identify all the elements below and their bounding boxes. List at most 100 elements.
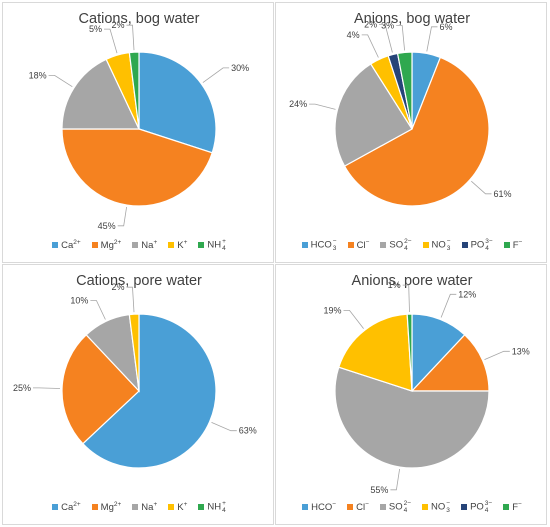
data-label: 12% — [458, 289, 476, 299]
legend-swatch — [302, 504, 309, 510]
legend-label: Ca2+ — [61, 238, 81, 251]
legend-swatch — [198, 504, 205, 510]
legend-swatch — [422, 504, 429, 510]
legend-swatch — [503, 242, 510, 248]
legend-swatch — [52, 242, 59, 248]
data-label: 1% — [388, 280, 401, 290]
pie-slice-nh — [128, 51, 140, 130]
leader-line — [202, 67, 230, 83]
legend-label: NH +4 — [207, 500, 226, 514]
data-label: 10% — [70, 296, 88, 306]
legend-item: NH +4 — [198, 500, 226, 514]
legend-swatch — [461, 242, 468, 248]
data-label: 5% — [89, 24, 102, 34]
pie-chart: Cations, pore water 63% 25% 10% 2% — [13, 273, 257, 469]
legend-item: F− — [503, 238, 523, 252]
pie-slice-no — [338, 313, 413, 392]
legend-item: Mg2+ — [91, 500, 122, 514]
legend-item: F− — [503, 500, 522, 514]
legend-label: K+ — [177, 500, 188, 513]
legend-swatch — [301, 242, 308, 248]
leader-line — [471, 180, 492, 195]
pie-slice-f — [406, 313, 413, 392]
leader-line — [484, 350, 510, 360]
legend-swatch — [168, 242, 175, 248]
legend-swatch — [52, 504, 59, 510]
legend-item: Mg2+ — [91, 238, 122, 252]
legend-swatch — [380, 242, 387, 248]
legend-item: NO −3 — [422, 238, 451, 252]
data-label: 61% — [494, 189, 512, 199]
legend-item: K+ — [168, 500, 187, 514]
data-label: 4% — [347, 30, 360, 40]
legend-label: PO 3− 4 — [470, 500, 493, 514]
leader-line — [440, 293, 457, 318]
legend-swatch — [503, 504, 510, 510]
legend-swatch — [91, 504, 98, 510]
legend-label: F− — [512, 500, 522, 513]
legend-label: Mg2+ — [100, 500, 122, 513]
pie-slice-k — [128, 313, 140, 392]
legend-label: HCO −3 — [310, 238, 337, 252]
legend-swatch — [168, 504, 175, 510]
legend-item: NH +4 — [198, 238, 226, 252]
chart-title: Cations, pore water — [76, 273, 202, 289]
legend-label: F− — [512, 238, 523, 251]
legend-label: SO 2− 4 — [388, 500, 412, 514]
legend-item: PO 3− 4 — [461, 500, 492, 514]
legend-swatch — [422, 242, 429, 248]
legend-label: NO −3 — [431, 238, 451, 252]
legend-item: Ca2+ — [52, 500, 81, 514]
pie-slice-ca — [82, 313, 217, 469]
chart-title: Cations, bog water — [79, 11, 200, 27]
legend-item: Na+ — [132, 238, 157, 252]
pie-slice-na — [61, 58, 140, 130]
legend-label: SO 2− 4 — [389, 238, 412, 252]
pie-slice-mg — [61, 334, 140, 445]
leader-line — [90, 300, 106, 320]
legend-label: Cl− — [356, 238, 370, 251]
data-label: 25% — [13, 383, 31, 393]
chart-title: Anions, pore water — [352, 273, 473, 289]
legend-item: HCO −3 — [301, 238, 337, 252]
data-label: 3% — [381, 21, 394, 31]
legend-label: HCO− — [311, 500, 337, 513]
legend-item: PO 3− 4 — [461, 238, 493, 252]
leader-line — [126, 24, 135, 51]
legend-item: SO 2− 4 — [379, 500, 412, 514]
legend: HCO −3 Cl− SO 2− 4 NO −3 PO 3− 4 F− — [276, 238, 548, 252]
chart-panel: Anions, bog water 6% 61% 24% 4% 2% 3% HCO −3 Cl− S… — [275, 2, 547, 263]
legend-label: Na+ — [141, 500, 158, 513]
legend-label: K+ — [177, 238, 188, 251]
legend-swatch — [347, 504, 354, 510]
legend-swatch — [198, 242, 205, 248]
legend-label: Mg2+ — [100, 238, 122, 251]
legend-swatch — [461, 504, 468, 510]
pie-slice-so — [334, 63, 413, 167]
legend-swatch — [379, 504, 386, 510]
data-label: 13% — [512, 346, 530, 356]
legend-swatch — [91, 242, 98, 248]
leader-line — [211, 422, 237, 432]
legend: HCO− Cl− SO 2− 4 NO −3 PO 3− 4 F− — [276, 500, 548, 514]
leader-line — [426, 26, 438, 52]
legend: Ca2+ Mg2+ Na+ K+ NH +4 — [3, 500, 275, 514]
data-label: 63% — [239, 426, 257, 436]
leader-line — [48, 75, 73, 88]
legend-item: Na+ — [132, 500, 157, 514]
leader-line — [361, 34, 379, 58]
legend-label: NH +4 — [207, 238, 226, 252]
leader-line — [343, 310, 364, 329]
legend-label: PO 3− 4 — [470, 238, 493, 252]
data-label: 2% — [111, 282, 124, 292]
pie-slice-so — [334, 366, 490, 469]
data-label: 2% — [111, 20, 124, 30]
leader-line — [126, 286, 135, 313]
leader-line — [117, 206, 127, 227]
legend-label: Na+ — [141, 238, 158, 251]
legend-label: Cl− — [356, 500, 369, 513]
data-label: 24% — [289, 99, 307, 109]
data-label: 2% — [364, 19, 377, 29]
legend-item: NO −3 — [422, 500, 450, 514]
